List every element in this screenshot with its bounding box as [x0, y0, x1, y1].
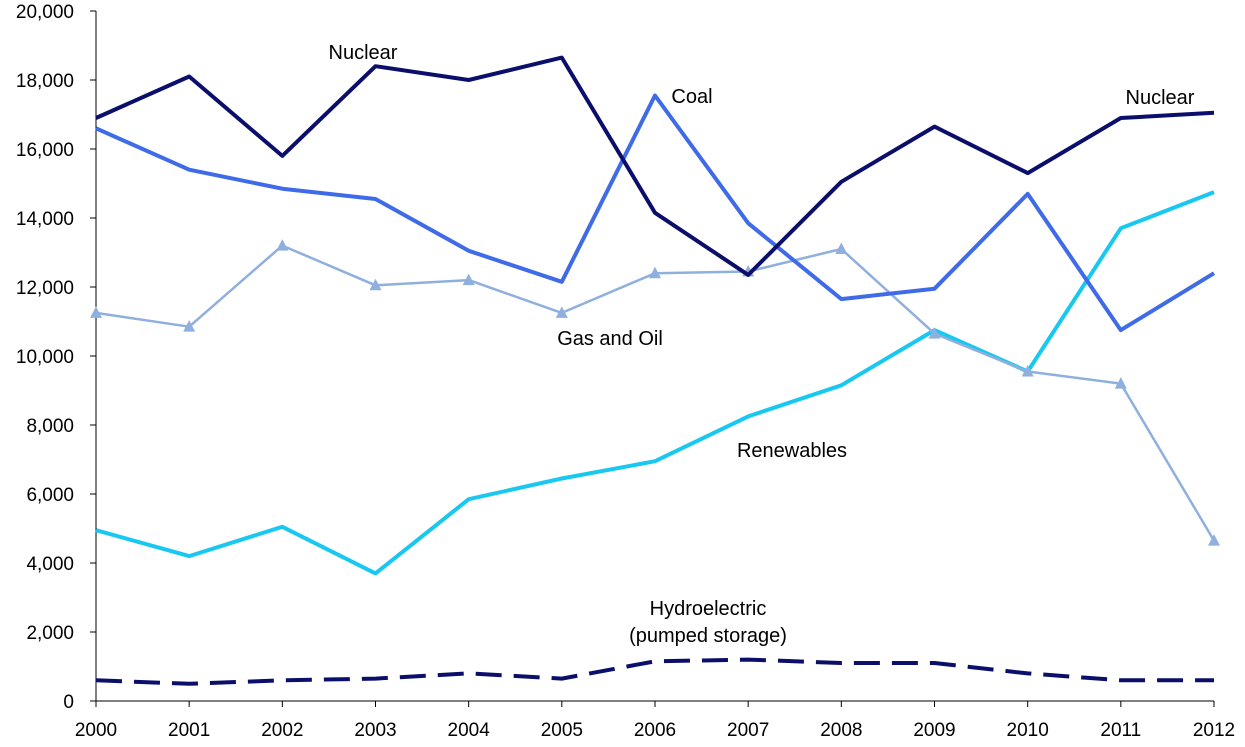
series-line-coal [95, 93, 1216, 333]
label-hydro-line2: (pumped storage) [629, 625, 787, 647]
series-hydroelectric-pumped-storage [95, 657, 1214, 686]
x-tick-label: 2009 [913, 720, 955, 741]
x-tick-label: 2007 [727, 720, 769, 741]
data-point-marker [835, 242, 848, 255]
y-tick-label: 20,000 [16, 2, 74, 23]
data-point-marker [1114, 377, 1127, 389]
y-tick-label: 14,000 [16, 209, 74, 230]
x-tick-label: 2003 [354, 720, 396, 741]
series-line-gas-and-oil [95, 244, 1216, 542]
x-tick-label: 2001 [168, 720, 210, 741]
x-tick-label: 2000 [75, 720, 117, 741]
series-line-nuclear [95, 55, 1215, 277]
x-tick-label: 2002 [261, 720, 303, 741]
data-point-marker [1208, 534, 1220, 546]
label-nuclear-left: Nuclear [329, 42, 398, 64]
data-point-marker [369, 278, 382, 291]
data-point-marker [276, 239, 289, 251]
y-tick-label: 8,000 [26, 416, 74, 437]
data-point-marker [649, 266, 661, 279]
label-nuclear-right: Nuclear [1126, 87, 1195, 109]
data-point-marker [183, 320, 196, 332]
y-tick-label: 0 [63, 692, 74, 713]
series-line-hydroelectric-pumped-storage [95, 657, 1214, 686]
label-hydro-line1: Hydroelectric [650, 598, 767, 620]
y-axis: 0 2,000 4,000 6,000 8,000 10,000 12,000 14,000 1… [16, 2, 97, 713]
data-point-marker [555, 306, 568, 318]
x-tick-label: 2011 [1100, 720, 1141, 741]
y-tick-label: 6,000 [26, 485, 74, 506]
label-coal: Coal [671, 86, 712, 108]
x-axis: 2000 2001 2002 2003 2004 2005 2006 2007 2008 2009… [75, 700, 1235, 741]
data-point-marker [1021, 365, 1034, 377]
series-gas-and-oil [90, 239, 1220, 546]
data-point-marker [462, 273, 475, 286]
label-gas-oil: Gas and Oil [557, 328, 663, 350]
x-tick-label: 2004 [448, 720, 491, 741]
x-tick-label: 2010 [1007, 720, 1049, 741]
x-tick-label: 2008 [820, 720, 862, 741]
x-tick-label: 2012 [1193, 720, 1235, 741]
x-tick-label: 2006 [634, 720, 676, 741]
y-tick-label: 4,000 [26, 554, 74, 575]
series-coal [95, 93, 1216, 333]
series-layer [90, 55, 1220, 686]
y-tick-label: 16,000 [16, 140, 74, 161]
x-tick-label: 2005 [541, 720, 583, 741]
y-tick-label: 2,000 [26, 623, 74, 644]
data-point-marker [90, 306, 102, 318]
series-line-renewables [95, 190, 1215, 576]
series-nuclear [95, 55, 1215, 277]
y-tick-label: 18,000 [16, 71, 74, 92]
y-tick-label: 12,000 [16, 278, 74, 299]
data-point-marker [928, 327, 941, 339]
label-renewables: Renewables [737, 440, 847, 462]
series-renewables [95, 190, 1215, 576]
y-tick-label: 10,000 [16, 347, 74, 368]
